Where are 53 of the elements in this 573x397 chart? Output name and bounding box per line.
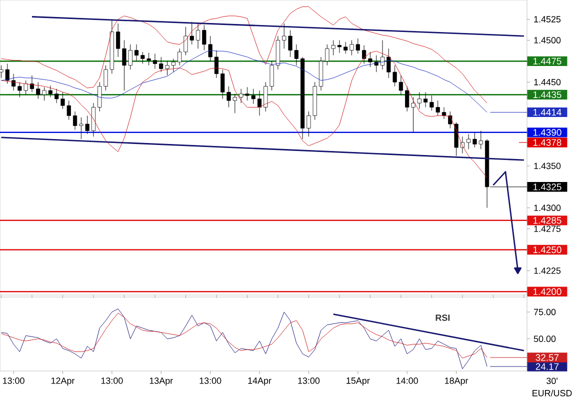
ref-line-label: 1.4475 — [533, 58, 562, 64]
x-tick-label: 13:00 — [101, 378, 123, 384]
candlestick — [337, 40, 342, 54]
x-tick-label: 13:00 — [2, 378, 24, 384]
candlestick — [134, 44, 139, 62]
data-label: 32.57 — [536, 354, 559, 361]
ref-line-label: 1.4200 — [533, 288, 562, 295]
candlestick — [178, 48, 182, 66]
y-tick-label: 1.4450 — [534, 78, 561, 86]
y-tick-label: 1.4500 — [534, 37, 561, 44]
data-label: 24.17 — [536, 363, 559, 370]
ref-line-label: 1.4285 — [533, 217, 562, 224]
x-tick-label: 18Apr — [445, 378, 468, 386]
y-tick-label: 50.00 — [534, 336, 556, 342]
candlestick — [72, 111, 78, 130]
y-tick-label: 1.4275 — [534, 226, 561, 232]
candlestick — [257, 90, 262, 116]
candlestick — [48, 85, 52, 98]
candlestick — [442, 107, 446, 120]
candlestick — [239, 88, 244, 104]
x-tick-label: 13:00 — [298, 378, 320, 384]
candlestick — [54, 88, 59, 104]
x-tick-label: 13:00 — [200, 378, 222, 384]
candlestick — [152, 53, 158, 69]
text: EUR/USD — [532, 390, 572, 396]
ref-line-label: 1.4390 — [533, 129, 562, 136]
candlestick — [11, 73, 16, 91]
candlestick — [91, 102, 96, 137]
text: 30' — [546, 378, 558, 384]
candlestick — [214, 50, 219, 78]
x-tick-label: 13Apr — [150, 378, 173, 386]
candlestick — [398, 75, 403, 95]
candlestick — [196, 23, 200, 49]
text: 1.4378 — [533, 139, 562, 146]
y-tick-label: 1.4525 — [534, 16, 561, 22]
annotation: RSI — [436, 314, 450, 321]
x-tick-label: 12Apr — [51, 378, 75, 386]
candlestick — [362, 45, 366, 64]
candlestick — [424, 92, 428, 108]
y-tick-label: 1.4225 — [534, 268, 561, 274]
y-tick-label: 1.4300 — [534, 204, 561, 212]
text: 1.4325 — [533, 184, 562, 190]
data-label: 1.4414 — [533, 109, 562, 116]
x-tick-label: 15Apr — [346, 378, 370, 386]
x-tick-label: 14:00 — [396, 378, 418, 384]
y-tick-label: 1.4350 — [534, 162, 561, 170]
ref-line-label: 1.4435 — [533, 91, 562, 98]
ref-line-label: 1.4250 — [533, 246, 562, 254]
y-tick-label: 75.00 — [534, 308, 556, 316]
candlestick — [116, 23, 120, 58]
candlestick — [380, 40, 385, 70]
line-series — [0, 308, 488, 370]
x-tick-label: 14Apr — [248, 378, 272, 386]
